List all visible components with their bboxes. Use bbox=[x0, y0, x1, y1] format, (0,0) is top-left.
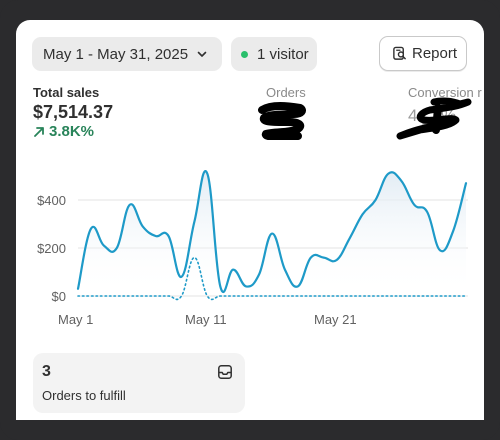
total-sales-label: Total sales bbox=[33, 85, 100, 100]
conversion-rate-label: Conversion r bbox=[408, 85, 482, 100]
arrow-up-right-icon bbox=[34, 126, 44, 137]
live-dot-icon bbox=[241, 50, 248, 58]
orders-label: Orders bbox=[266, 85, 306, 100]
visitors-label: 1 visitor bbox=[257, 45, 309, 63]
series-line-comparison bbox=[77, 256, 467, 301]
live-visitors-badge[interactable]: 1 visitor bbox=[231, 37, 317, 71]
redaction-scribble-orders bbox=[258, 102, 306, 140]
orders-to-fulfill-label: Orders to fulfill bbox=[42, 388, 126, 403]
date-range-picker[interactable]: May 1 - May 31, 2025 bbox=[32, 37, 222, 71]
total-sales-value: $7,514.37 bbox=[33, 102, 114, 122]
x-tick-label: May 1 bbox=[58, 312, 94, 327]
total-sales-change: 3.8K% bbox=[33, 123, 94, 140]
report-label: Report bbox=[412, 45, 458, 62]
series-line-current bbox=[76, 170, 468, 293]
redaction-scribble-conversion bbox=[396, 97, 472, 140]
report-button[interactable]: Report bbox=[379, 36, 467, 71]
total-sales-change-value: 3.8K% bbox=[49, 123, 95, 140]
inbox-icon bbox=[218, 365, 232, 379]
sales-line-chart bbox=[76, 170, 468, 301]
analytics-card: May 1 - May 31, 2025 1 visitor Report To… bbox=[16, 20, 484, 420]
orders-to-fulfill-card[interactable]: 3 Orders to fulfill bbox=[33, 353, 245, 413]
x-tick-label: May 21 bbox=[314, 312, 357, 327]
report-icon bbox=[393, 46, 406, 60]
y-tick-label: $400 bbox=[37, 193, 66, 208]
chevron-down-icon bbox=[197, 51, 207, 57]
y-tick-label: $200 bbox=[37, 241, 66, 256]
orders-to-fulfill-count: 3 bbox=[42, 363, 51, 380]
y-tick-label: $0 bbox=[51, 289, 66, 304]
date-range-label: May 1 - May 31, 2025 bbox=[43, 45, 189, 63]
x-tick-label: May 11 bbox=[185, 312, 227, 327]
